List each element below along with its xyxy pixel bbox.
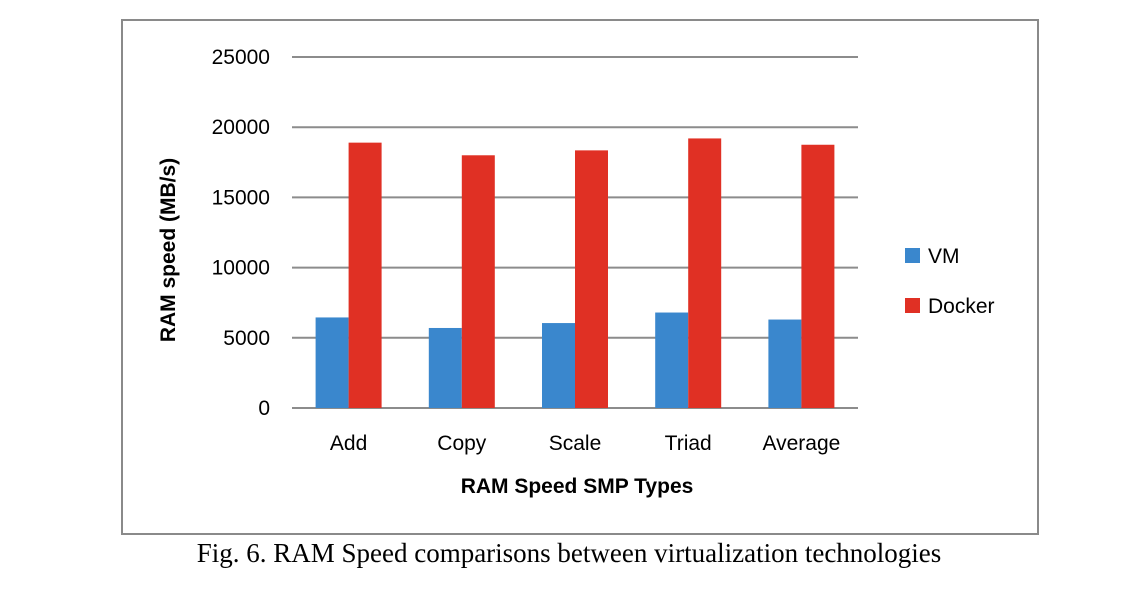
y-tick-label: 5000 [223,327,270,350]
bar-vm-copy [428,327,462,408]
legend-swatch-docker [905,298,920,313]
figure-caption: Fig. 6. RAM Speed comparisons between vi… [196,538,942,568]
legend-label-docker: Docker [928,295,995,318]
x-tick-label: Add [330,432,367,455]
legend-label-vm: VM [928,245,960,268]
bar-docker-add [348,142,382,409]
bar-docker-average [801,144,835,408]
x-axis-title: RAM Speed SMP Types [461,475,694,498]
y-tick-label: 25000 [212,46,270,69]
y-tick-label: 15000 [212,186,270,209]
y-tick-label: 20000 [212,116,270,139]
bar-vm-scale [542,323,575,408]
y-tick-label: 10000 [212,257,270,280]
bar-docker-triad [688,138,722,408]
y-tick-label: 0 [258,397,270,420]
y-axis-title: RAM speed (MB/s) [157,158,180,342]
x-tick-label: Triad [665,432,712,455]
bar-vm-average [768,319,802,408]
x-tick-label: Average [762,432,840,455]
x-tick-label: Copy [437,432,487,455]
bar-docker-scale [575,150,608,408]
legend-swatch-vm [905,248,920,263]
bar-chart: 0 5000 10000 15000 20000 25000 Add Copy Scale Tri… [157,46,995,498]
bar-vm-add [315,317,349,408]
bar-vm-triad [655,312,689,408]
bar-docker-copy [461,155,495,408]
x-tick-label: Scale [549,432,602,455]
